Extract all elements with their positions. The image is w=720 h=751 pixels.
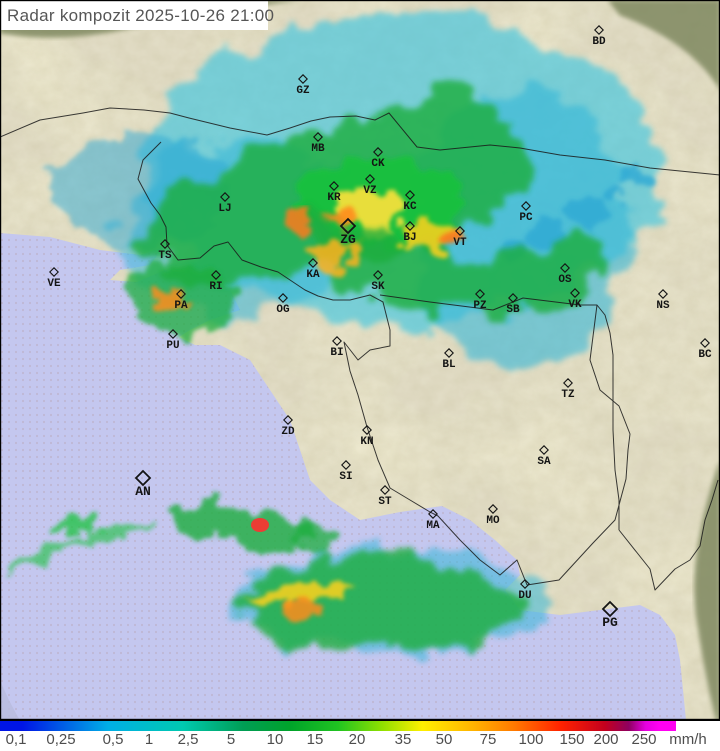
svg-text:1: 1 [145,731,153,748]
svg-text:LJ: LJ [218,203,231,215]
svg-text:VZ: VZ [363,185,377,197]
svg-text:TS: TS [158,250,172,262]
svg-text:BI: BI [330,347,343,359]
svg-text:BJ: BJ [403,232,416,244]
svg-text:OS: OS [558,274,572,286]
svg-text:DU: DU [518,590,531,602]
svg-text:PG: PG [602,615,618,630]
svg-text:GZ: GZ [296,85,310,97]
svg-text:150: 150 [559,731,584,748]
svg-text:RI: RI [209,281,222,293]
svg-text:TZ: TZ [561,389,575,401]
svg-text:AN: AN [135,484,151,499]
svg-text:KR: KR [327,192,341,204]
svg-text:2,5: 2,5 [178,731,199,748]
svg-text:Radar kompozit 2025-10-26 2: Radar kompozit 2025-10-26 21:00 [7,6,274,25]
svg-text:KC: KC [403,201,417,213]
svg-text:BC: BC [698,349,712,361]
svg-text:15: 15 [307,731,324,748]
svg-text:250: 250 [631,731,656,748]
svg-text:KN: KN [360,436,373,448]
svg-text:ZG: ZG [340,232,356,247]
svg-text:5: 5 [227,731,235,748]
svg-text:0,5: 0,5 [103,731,124,748]
svg-text:ZD: ZD [281,426,295,438]
svg-text:VT: VT [453,237,467,249]
svg-text:PC: PC [519,212,533,224]
svg-text:SI: SI [339,471,352,483]
svg-text:PZ: PZ [473,300,487,312]
svg-text:KA: KA [306,269,320,281]
svg-text:MO: MO [486,515,500,527]
svg-text:BL: BL [442,359,456,371]
svg-text:PU: PU [166,340,179,352]
svg-text:VK: VK [568,299,582,311]
svg-text:100: 100 [518,731,543,748]
svg-text:0,25: 0,25 [46,731,75,748]
svg-text:SK: SK [371,281,385,293]
svg-text:75: 75 [480,731,497,748]
svg-text:ST: ST [378,496,392,508]
svg-text:SA: SA [537,456,551,468]
svg-text:CK: CK [371,158,385,170]
svg-text:50: 50 [436,731,453,748]
svg-text:PA: PA [174,300,188,312]
svg-text:mm/h: mm/h [669,731,707,748]
svg-text:MB: MB [311,143,325,155]
svg-text:10: 10 [267,731,284,748]
svg-text:BD: BD [592,36,606,48]
svg-text:0,1: 0,1 [6,731,27,748]
svg-text:VE: VE [47,278,61,290]
svg-text:MA: MA [426,520,440,532]
svg-text:35: 35 [395,731,412,748]
svg-text:200: 200 [593,731,618,748]
svg-text:NS: NS [656,300,670,312]
svg-text:SB: SB [506,304,520,316]
svg-text:20: 20 [349,731,366,748]
svg-text:OG: OG [276,304,290,316]
